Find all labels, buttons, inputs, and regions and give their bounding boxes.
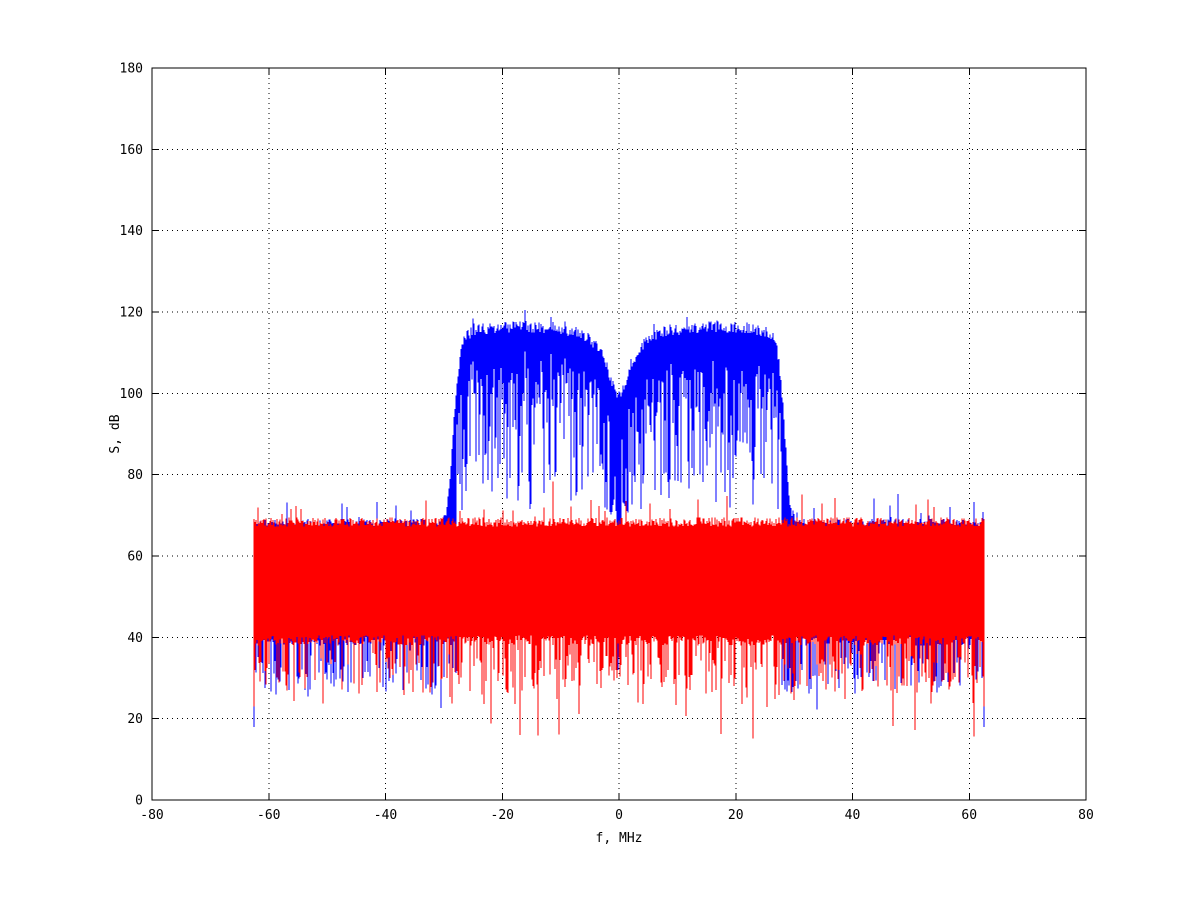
y-tick-label: 0 <box>135 794 143 809</box>
x-tick-label: -40 <box>374 808 397 823</box>
y-tick-label: 180 <box>120 62 143 77</box>
x-tick-label: 0 <box>615 808 623 823</box>
x-axis-label: f, MHz <box>596 831 643 846</box>
x-tick-label: 80 <box>1078 808 1094 823</box>
y-tick-label: 140 <box>120 224 143 239</box>
x-tick-label: -20 <box>491 808 514 823</box>
y-tick-label: 60 <box>127 550 143 565</box>
x-tick-label: -60 <box>257 808 280 823</box>
tick-marks <box>151 67 1087 801</box>
x-tick-label: 60 <box>961 808 977 823</box>
y-tick-label: 80 <box>127 468 143 483</box>
y-axis-label: S, dB <box>108 414 123 453</box>
tick-labels: -80 -60 -40 -20 0 20 40 60 80 0 20 40 60 80 100 120 140 1… <box>120 62 1094 824</box>
x-tick-label: -80 <box>140 808 163 823</box>
y-tick-label: 20 <box>127 712 143 727</box>
y-tick-label: 40 <box>127 631 143 646</box>
y-tick-label: 100 <box>120 387 143 402</box>
x-tick-label: 40 <box>845 808 861 823</box>
x-tick-label: 20 <box>728 808 744 823</box>
y-tick-label: 120 <box>120 306 143 321</box>
series-layer <box>253 309 985 739</box>
y-tick-label: 160 <box>120 143 143 158</box>
noise-floor-trace <box>253 481 985 739</box>
